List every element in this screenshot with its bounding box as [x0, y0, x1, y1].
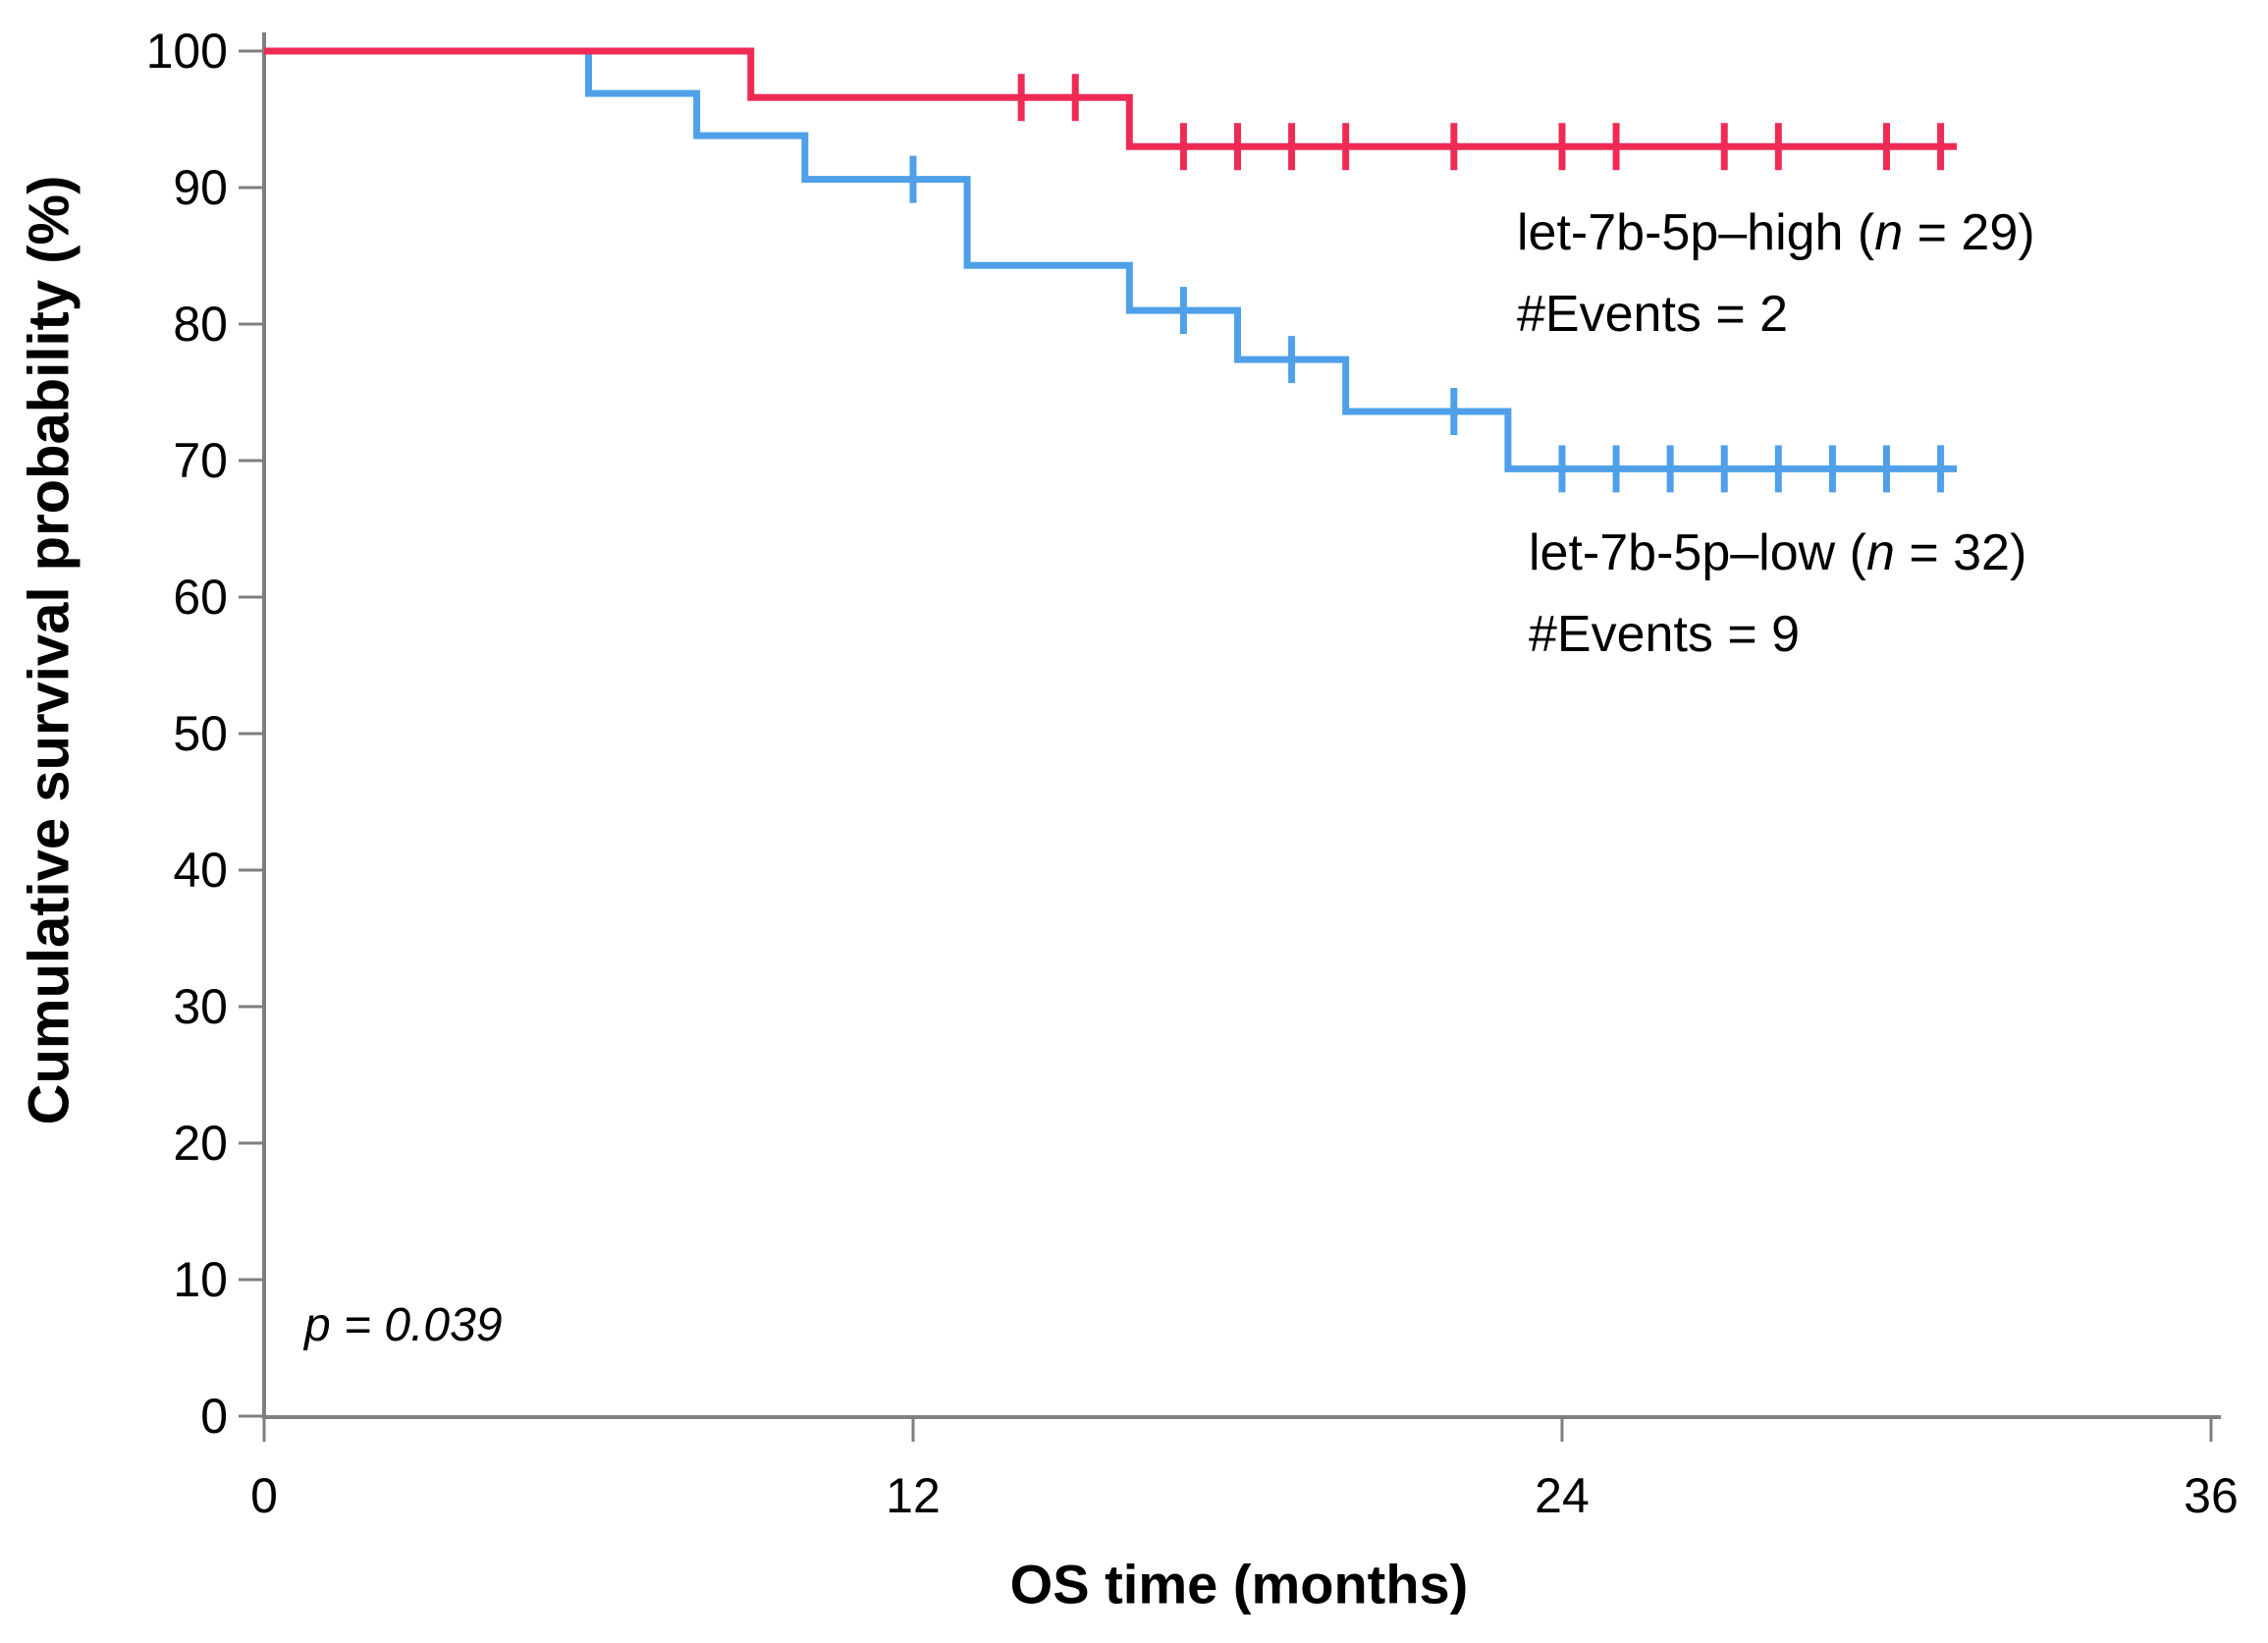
legend-low-group: let-7b-5p–low (n = 32) #Events = 9 [1529, 513, 2026, 676]
y-tick-label: 10 [173, 1252, 228, 1307]
legend-high-events: #Events = 2 [1517, 286, 1789, 343]
legend-high-label-suffix: = 29) [1903, 204, 2035, 261]
legend-low-label-prefix: let-7b-5p–low ( [1529, 524, 1866, 581]
x-tick-label: 0 [250, 1468, 278, 1523]
y-tick-label: 90 [173, 160, 228, 215]
x-tick-label: 36 [2184, 1468, 2239, 1523]
y-tick-label: 40 [173, 843, 228, 898]
survival-curve-low [264, 47, 1958, 472]
p-value-annotation: p = 0.039 [304, 1298, 503, 1352]
y-tick-label: 60 [173, 570, 228, 625]
x-axis-title: OS time (months) [1009, 1553, 1469, 1616]
legend-low-label-n: n [1865, 524, 1895, 581]
legend-high-label: let-7b-5p–high (n = 29) [1517, 192, 2035, 274]
legend-low-label-suffix: = 32) [1894, 524, 2027, 581]
y-tick-label: 20 [173, 1116, 228, 1171]
legend-high-label-n: n [1874, 204, 1904, 261]
survival-curve-high [264, 47, 1958, 150]
legend-low-events: #Events = 9 [1529, 606, 1801, 663]
y-tick-label: 70 [173, 433, 228, 488]
legend-high-group: let-7b-5p–high (n = 29) #Events = 2 [1517, 192, 2035, 356]
y-tick-label: 80 [173, 297, 228, 352]
y-axis-title: Cumulative survival probability (%) [17, 175, 81, 1125]
y-tick-label: 50 [173, 706, 228, 761]
legend-high-label-prefix: let-7b-5p–high ( [1517, 204, 1875, 261]
y-tick-label: 0 [200, 1389, 228, 1444]
p-value-text: p = 0.039 [304, 1299, 503, 1351]
y-tick-label: 30 [173, 979, 228, 1034]
x-tick-label: 12 [886, 1468, 941, 1523]
x-tick-label: 24 [1535, 1468, 1590, 1523]
legend-low-label: let-7b-5p–low (n = 32) [1529, 513, 2026, 594]
y-tick-label: 100 [146, 24, 228, 79]
